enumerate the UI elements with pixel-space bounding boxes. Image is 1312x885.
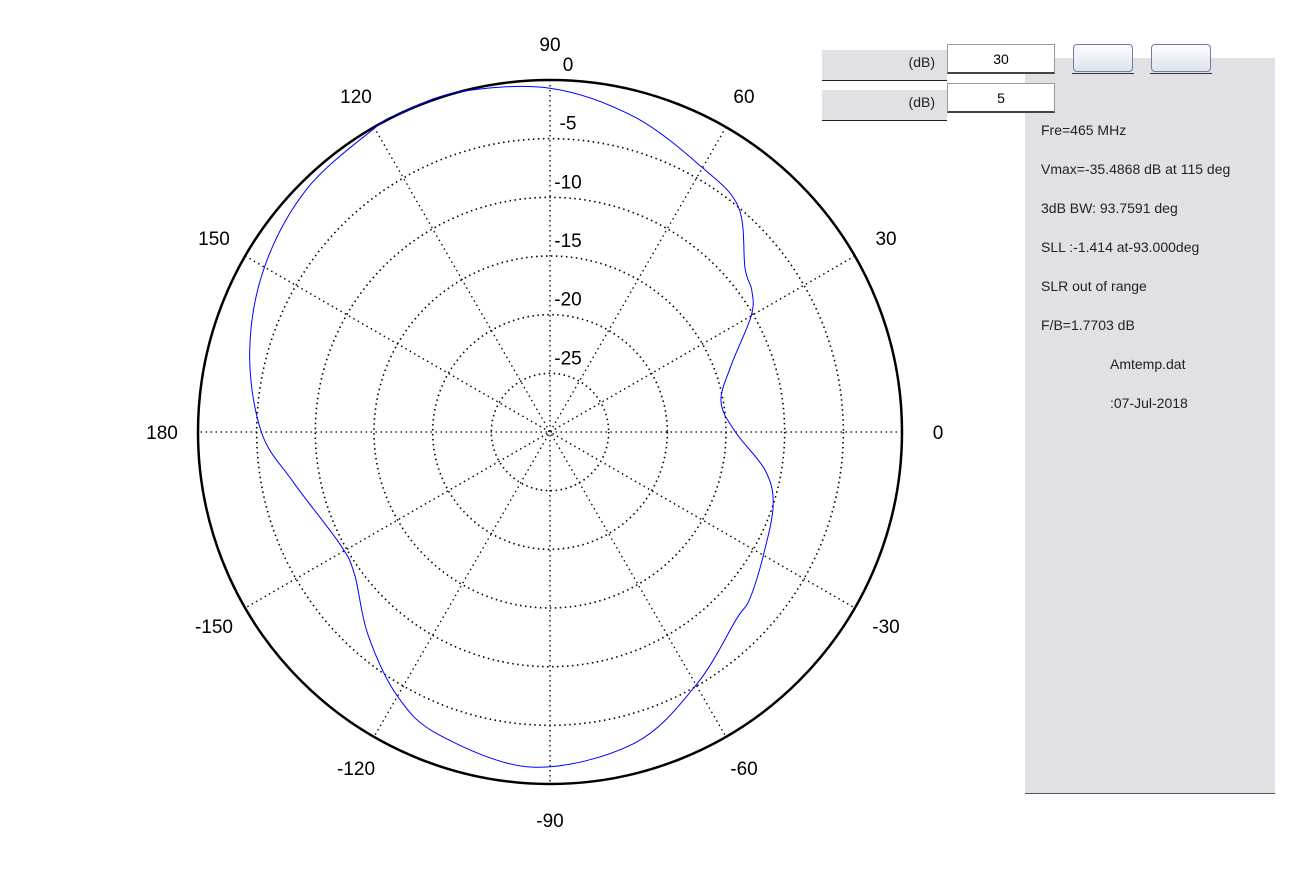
grid-ring bbox=[255, 137, 845, 727]
angle-tick-label: -60 bbox=[730, 759, 757, 780]
filename-text: Amtemp.dat bbox=[1110, 356, 1186, 372]
grid-ring bbox=[490, 372, 610, 492]
angle-tick-label: -150 bbox=[195, 617, 233, 638]
frequency-text: Fre=465 MHz bbox=[1041, 122, 1127, 138]
radial-tick-label: 0 bbox=[563, 55, 574, 76]
radial-tick-label: -5 bbox=[560, 114, 577, 135]
angle-tick-label: 60 bbox=[733, 87, 754, 108]
angle-tick-label: 120 bbox=[340, 87, 372, 108]
step-input[interactable] bbox=[947, 83, 1055, 113]
angle-tick-label: 30 bbox=[875, 229, 896, 250]
angle-tick-label: 180 bbox=[146, 423, 178, 444]
front-back-text: F/B=1.7703 dB bbox=[1041, 317, 1135, 333]
range-input[interactable] bbox=[947, 44, 1055, 74]
step-unit-label: (dB) bbox=[822, 90, 947, 121]
angle-tick-label: -90 bbox=[536, 811, 563, 832]
date-text: :07-Jul-2018 bbox=[1110, 395, 1188, 411]
radial-tick-label: -25 bbox=[554, 348, 581, 369]
angle-tick-label: -120 bbox=[337, 759, 375, 780]
vmax-text: Vmax=-35.4868 dB at 115 deg bbox=[1041, 161, 1231, 177]
button-1[interactable] bbox=[1073, 44, 1133, 72]
radial-tick-label: -10 bbox=[554, 172, 581, 193]
divider bbox=[1072, 73, 1134, 74]
button-2[interactable] bbox=[1151, 44, 1211, 72]
angle-tick-label: 90 bbox=[539, 35, 560, 56]
divider bbox=[1150, 73, 1212, 74]
pattern-line bbox=[249, 85, 774, 768]
angle-tick-label: -30 bbox=[872, 617, 899, 638]
slr-text: SLR out of range bbox=[1041, 278, 1147, 294]
sll-text: SLL :-1.414 at-93.000deg bbox=[1041, 239, 1200, 255]
range-unit-label: (dB) bbox=[822, 50, 947, 81]
radial-tick-label: -15 bbox=[554, 231, 581, 252]
grid-ring bbox=[431, 313, 669, 551]
grid-ring bbox=[314, 196, 786, 668]
bandwidth-text: 3dB BW: 93.7591 deg bbox=[1041, 200, 1178, 216]
info-panel bbox=[1025, 58, 1275, 794]
outer-ring bbox=[196, 78, 904, 786]
angle-tick-label: 150 bbox=[198, 229, 230, 250]
radial-tick-label: -20 bbox=[554, 290, 581, 311]
angle-tick-label: 0 bbox=[933, 423, 944, 444]
